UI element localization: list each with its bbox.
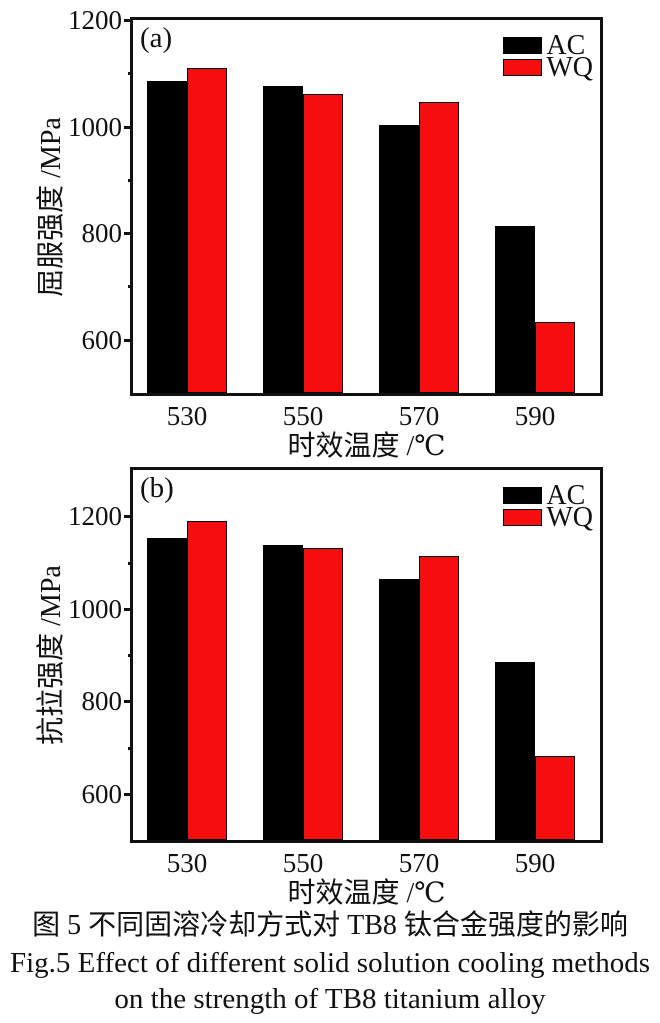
legend-swatch-wq-icon xyxy=(503,509,543,526)
y-axis-tick-label: 1200 xyxy=(68,5,122,35)
bar-wq-570 xyxy=(419,556,459,840)
y-axis-major-tick xyxy=(124,515,133,519)
legend-swatch-wq-icon xyxy=(503,59,543,76)
legend-label-ac: AC xyxy=(546,30,586,61)
caption-chinese: 图 5 不同固溶冷却方式对 TB8 钛合金强度的影响 xyxy=(32,910,628,941)
chart-panel-a: (a) AC WQ 600 800 1000 1200 530 550 570 590 时效温度 … xyxy=(68,5,603,462)
legend-row-wq: WQ xyxy=(503,52,593,83)
x-axis-tick-label: 550 xyxy=(282,848,324,878)
y-axis-minor-tick xyxy=(128,72,133,76)
y-axis-minor-tick xyxy=(128,178,133,182)
legend-row-ac: AC xyxy=(503,480,593,511)
chart-panel-b: (b) AC WQ 600 800 1000 1200 530 550 570 590 时效温度 … xyxy=(68,467,603,909)
legend-label-wq: WQ xyxy=(546,502,593,533)
y-axis-tick-label: 800 xyxy=(81,686,123,717)
legend-b: AC WQ xyxy=(503,480,593,533)
x-axis-tick-label: 570 xyxy=(398,848,440,878)
bar-wq-590 xyxy=(535,321,575,393)
y-axis-major-tick xyxy=(124,232,133,236)
bar-wq-530 xyxy=(187,67,227,393)
legend-row-ac: AC xyxy=(503,30,593,61)
panel-label-b: (b) xyxy=(140,472,174,504)
y-axis-tick-label: 800 xyxy=(81,218,123,249)
caption-english-line1: Fig.5 Effect of different solid solution… xyxy=(9,947,651,979)
legend-label-wq: WQ xyxy=(546,52,593,83)
legend-swatch-ac-icon xyxy=(503,37,543,54)
x-axis-tick-label: 590 xyxy=(514,401,556,431)
bar-ac-530 xyxy=(147,538,187,840)
y-axis-tick-label: 600 xyxy=(81,778,123,809)
y-axis-minor-tick xyxy=(128,746,133,750)
caption-english-line2: on the strength of TB8 titanium alloy xyxy=(114,983,546,1015)
bar-ac-530 xyxy=(147,81,187,393)
y-axis-tick-label: 1200 xyxy=(68,501,122,532)
legend-swatch-ac-icon xyxy=(503,487,543,504)
y-axis-tick-label: 1000 xyxy=(68,593,122,624)
bar-ac-570 xyxy=(379,124,419,393)
bar-ac-590 xyxy=(495,661,535,840)
y-axis-major-tick xyxy=(124,19,133,22)
x-axis-tick-label: 570 xyxy=(398,401,440,431)
y-axis-minor-tick xyxy=(128,285,133,289)
figure-caption: 图 5 不同固溶冷却方式对 TB8 钛合金强度的影响 Fig.5 Effect … xyxy=(0,907,660,1017)
y-axis-major-tick xyxy=(124,607,133,611)
x-axis-title: 时效温度 /℃ xyxy=(287,431,446,462)
bar-wq-590 xyxy=(535,756,575,840)
y-axis-major-tick xyxy=(124,338,133,342)
y-axis-major-tick xyxy=(124,700,133,704)
bar-ac-550 xyxy=(263,545,303,840)
x-axis-tick-label: 530 xyxy=(166,848,208,878)
bar-ac-570 xyxy=(379,579,419,840)
y-axis-tick-label: 600 xyxy=(81,324,123,355)
y-axis-major-tick xyxy=(124,792,133,796)
bar-ac-550 xyxy=(263,85,303,393)
legend-row-wq: WQ xyxy=(503,502,593,533)
panel-label-a: (a) xyxy=(140,22,173,54)
bar-ac-590 xyxy=(495,226,535,393)
bar-wq-570 xyxy=(419,101,459,393)
y-axis-major-tick xyxy=(124,125,133,129)
x-axis-tick-label: 550 xyxy=(282,401,324,431)
y-axis-minor-tick xyxy=(128,561,133,565)
y-axis-minor-tick xyxy=(128,654,133,657)
x-axis-tick-label: 530 xyxy=(166,401,208,431)
x-axis-tick-label: 590 xyxy=(514,848,556,878)
y-axis-tick-label: 1000 xyxy=(68,111,122,142)
bar-wq-550 xyxy=(303,93,343,393)
bar-wq-530 xyxy=(187,520,227,840)
legend-label-ac: AC xyxy=(546,480,586,511)
legend-a: AC WQ xyxy=(503,30,593,83)
x-axis-title: 时效温度 /℃ xyxy=(287,878,446,909)
bar-wq-550 xyxy=(303,548,343,840)
